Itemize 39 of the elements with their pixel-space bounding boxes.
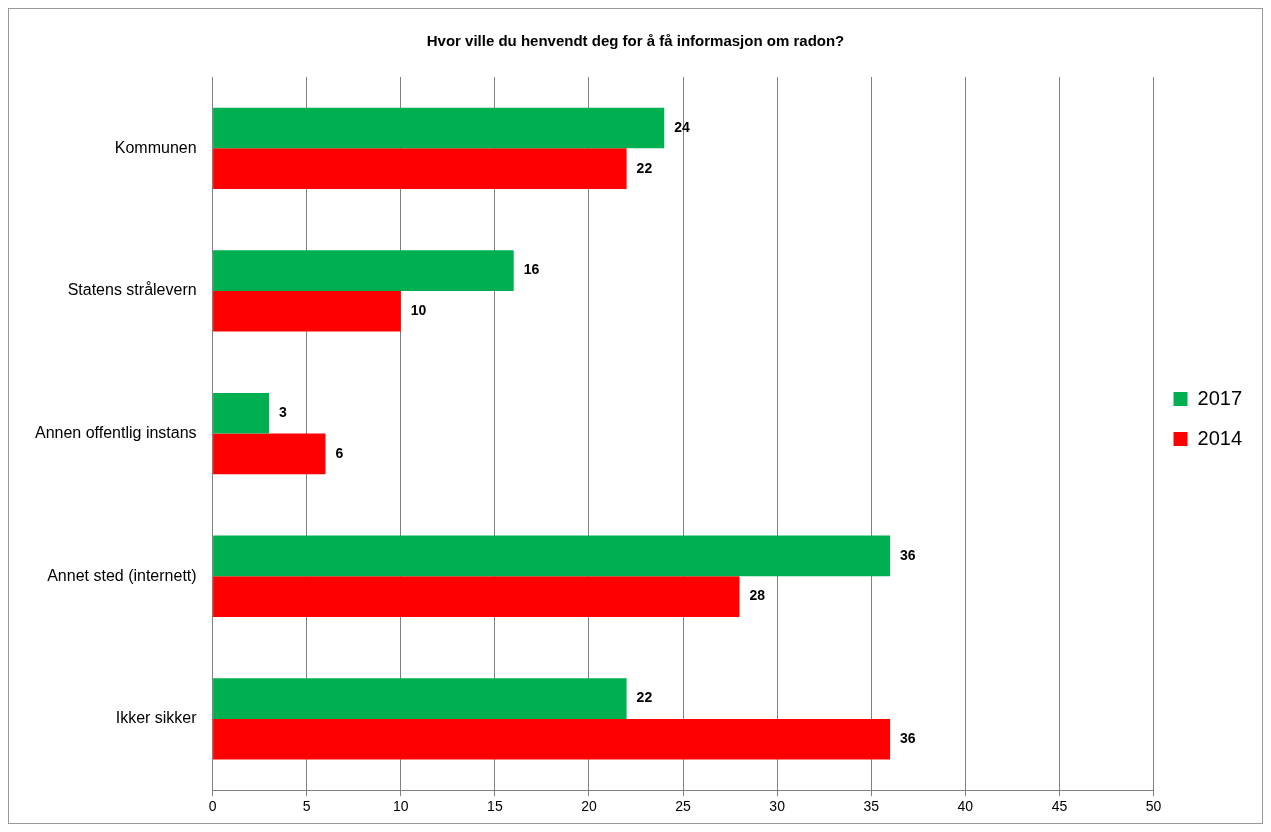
x-tick-label: 40 [957,798,974,815]
data-label: 36 [900,730,916,747]
bar [213,678,627,719]
data-label: 28 [749,587,766,604]
data-label: 10 [410,302,427,319]
x-tick-label: 50 [1145,798,1162,815]
bar [213,576,740,617]
y-tick-label: Annet sted (internett) [47,566,197,584]
legend-label: 2017 [1197,386,1243,409]
bar [213,250,514,291]
x-tick-label: 30 [769,798,786,815]
bar [213,148,627,189]
bar [213,107,665,149]
data-label: 16 [523,261,540,278]
bar [213,433,326,475]
x-tick-label: 35 [863,798,880,815]
bar [213,290,401,332]
x-tick-label: 45 [1051,798,1068,815]
data-label: 22 [636,689,653,706]
chart-title: Hvor ville du henvendt deg for å få informasjon om radon? [426,32,845,50]
y-tick-label: Kommunen [114,138,197,156]
data-label: 36 [900,546,916,563]
x-tick-label: 10 [392,798,409,815]
x-tick-label: 25 [675,798,692,815]
data-label: 3 [279,404,288,421]
x-tick-label: 0 [208,798,217,815]
y-tick-label: Annen offentlig instans [34,424,197,442]
bar [213,718,891,760]
data-label: 24 [674,118,691,135]
legend-label: 2014 [1197,426,1243,449]
data-label: 22 [636,159,653,176]
data-label: 6 [335,444,344,461]
x-tick-label: 15 [487,798,503,815]
y-tick-label: Statens strålevern [67,281,197,299]
x-tick-label: 5 [302,798,311,815]
x-tick-label: 20 [581,798,597,815]
y-tick-label: Ikker sikker [115,709,198,727]
bar [213,535,891,577]
bar [213,392,270,434]
